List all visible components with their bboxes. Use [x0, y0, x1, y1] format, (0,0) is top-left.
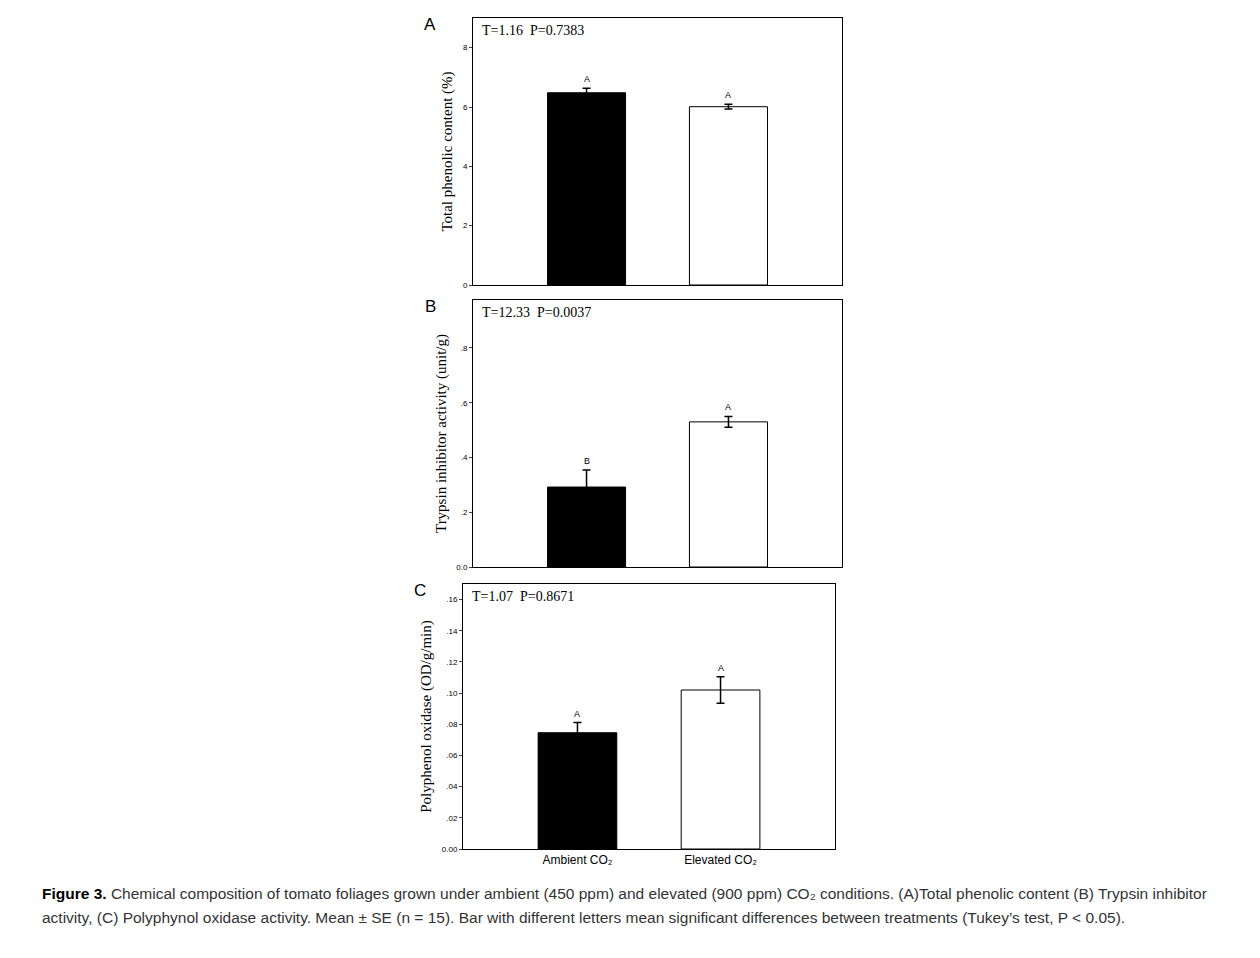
- svg-text:.10: .10: [446, 689, 458, 698]
- svg-text:A: A: [574, 709, 580, 719]
- svg-text:A: A: [725, 402, 731, 412]
- svg-text:8: 8: [463, 43, 468, 52]
- svg-text:.6: .6: [461, 398, 468, 407]
- svg-text:C: C: [414, 581, 426, 600]
- svg-text:6: 6: [463, 103, 468, 112]
- svg-text:A: A: [424, 15, 436, 34]
- svg-text:.2: .2: [461, 508, 468, 517]
- svg-text:.06: .06: [446, 751, 458, 760]
- svg-text:Trypsin inhibitor activity (un: Trypsin inhibitor activity (unit/g): [433, 334, 450, 533]
- html-text:Figure 3. Chemical composition: Figure 3. Chemical composition of tomato…: [42, 885, 1207, 926]
- svg-text:0.0: 0.0: [456, 563, 468, 572]
- svg-text:Ambient CO₂: Ambient CO₂: [542, 853, 612, 867]
- svg-text:2: 2: [463, 221, 468, 230]
- svg-text:.04: .04: [446, 782, 458, 791]
- svg-text:.16: .16: [446, 595, 458, 604]
- svg-text:B: B: [584, 456, 590, 466]
- svg-text:.08: .08: [446, 720, 458, 729]
- svg-text:.12: .12: [446, 658, 458, 667]
- svg-text:B: B: [425, 297, 436, 316]
- svg-text:A: A: [584, 74, 590, 84]
- svg-text:Polyphenol oxidase (OD/g/min): Polyphenol oxidase (OD/g/min): [418, 620, 435, 812]
- svg-text:A: A: [725, 90, 731, 100]
- svg-text:Total phenolic content (%): Total phenolic content (%): [439, 71, 456, 231]
- svg-text:.4: .4: [461, 453, 468, 462]
- svg-text:.14: .14: [446, 627, 458, 636]
- svg-text:A: A: [718, 663, 724, 673]
- svg-text:0: 0: [463, 281, 468, 290]
- svg-text:T=1.16 P=0.7383: T=1.16 P=0.7383: [482, 23, 584, 38]
- svg-text:0.00: 0.00: [442, 845, 458, 854]
- svg-text:.02: .02: [446, 814, 458, 823]
- svg-text:T=1.07 P=0.8671: T=1.07 P=0.8671: [472, 589, 574, 604]
- svg-text:.8: .8: [461, 344, 468, 353]
- svg-text:4: 4: [463, 162, 468, 171]
- svg-text:Elevated CO₂: Elevated CO₂: [684, 853, 757, 867]
- svg-text:T=12.33 P=0.0037: T=12.33 P=0.0037: [482, 305, 591, 320]
